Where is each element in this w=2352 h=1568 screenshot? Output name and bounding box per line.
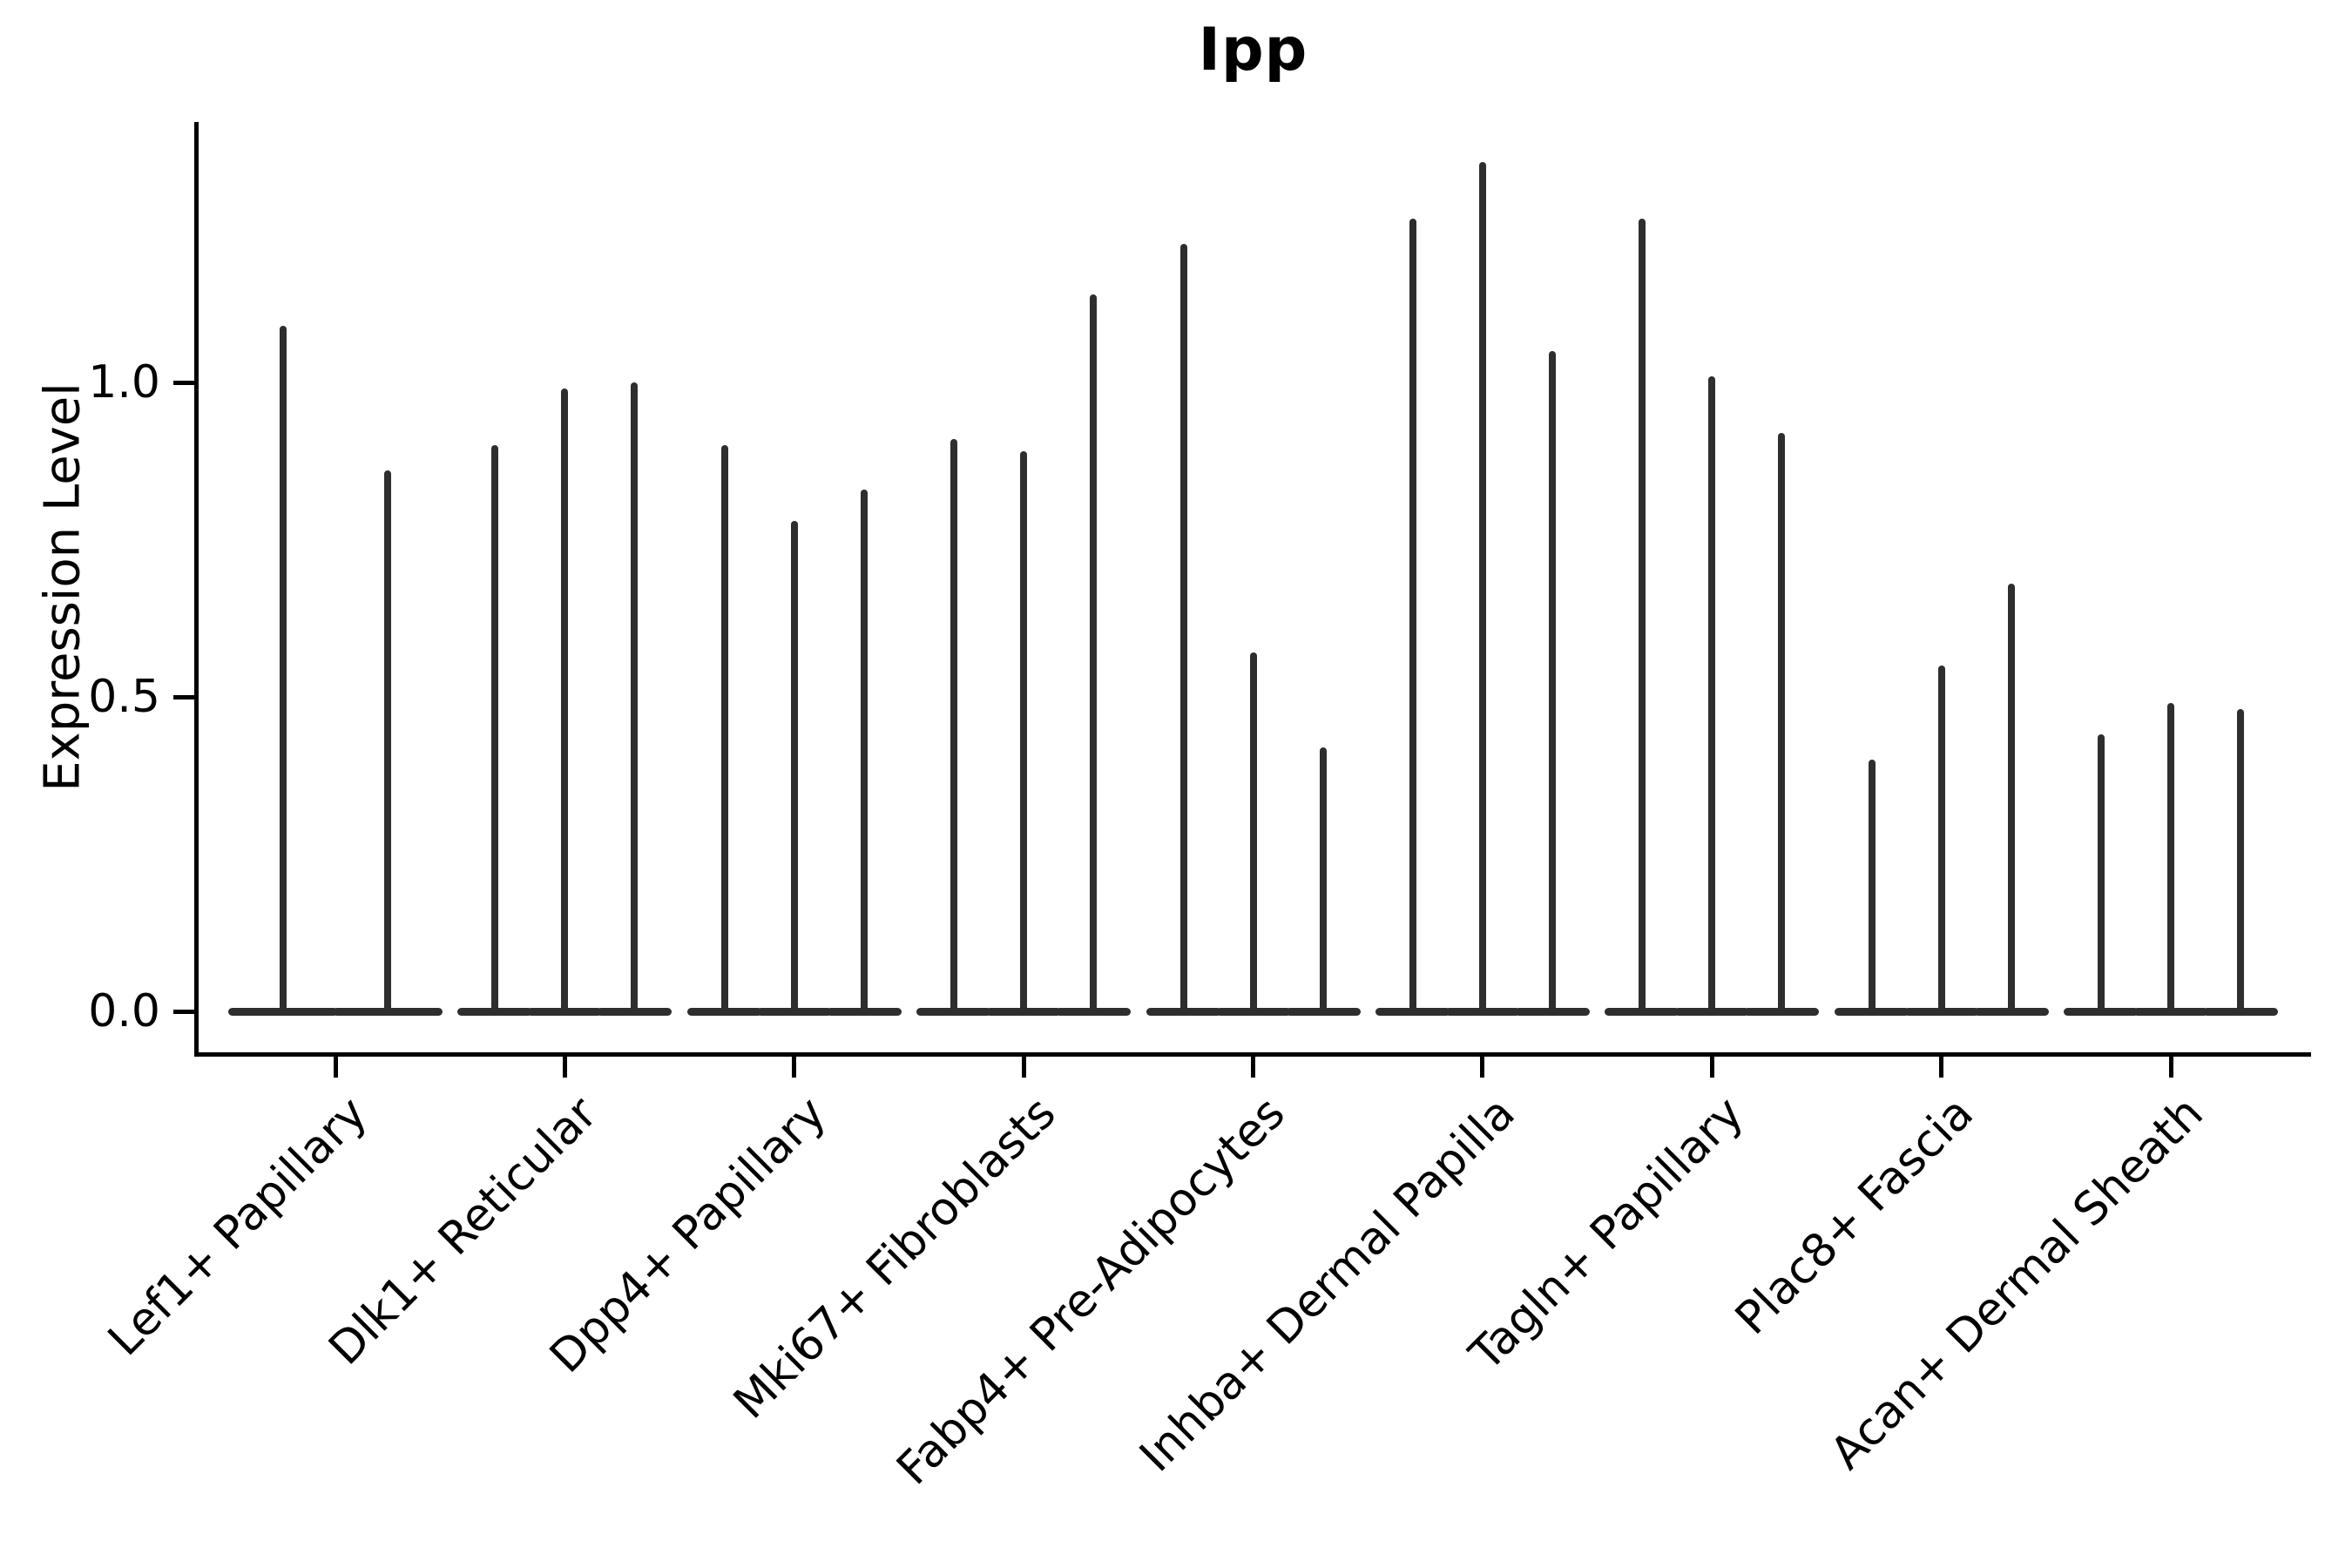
violin-base <box>916 1007 992 1016</box>
violin-spike <box>1778 432 1786 1011</box>
violin-spike <box>1090 294 1098 1011</box>
x-axis-tick <box>1939 1057 1944 1078</box>
violin-spike <box>1548 350 1556 1011</box>
violin-base <box>1744 1007 1820 1016</box>
violin-base <box>826 1007 902 1016</box>
y-axis-tick <box>173 694 194 700</box>
violin-spike <box>1639 219 1646 1011</box>
violin-base <box>1834 1007 1909 1016</box>
y-tick-label: 1.0 <box>88 356 160 409</box>
x-tick-label: Plac8+ Fascia <box>1726 1087 1984 1345</box>
violin-spike <box>2007 584 2015 1011</box>
violin-spike <box>631 382 639 1011</box>
violin-spike <box>384 470 391 1011</box>
violin-base <box>333 1007 443 1016</box>
y-axis-spine <box>194 122 199 1057</box>
violin-base <box>1444 1007 1520 1016</box>
x-tick-label: Acan+ Dermal Sheath <box>1820 1087 2213 1480</box>
x-tick-label: Fabp4+ Pre-Adipocytes <box>887 1087 1295 1496</box>
x-axis-tick <box>333 1057 338 1078</box>
violin-base <box>1973 1007 2049 1016</box>
violin-spike <box>1409 219 1416 1011</box>
violin-base <box>686 1007 762 1016</box>
violin-spike <box>1179 244 1187 1011</box>
violin-spike <box>491 445 499 1011</box>
y-axis-tick <box>173 380 194 385</box>
violin-base <box>2133 1007 2208 1016</box>
violin-spike <box>1020 451 1028 1011</box>
y-tick-label: 0.5 <box>88 671 160 723</box>
x-axis-tick <box>1709 1057 1714 1078</box>
violin-spike <box>2167 703 2174 1011</box>
violin-base <box>1146 1007 1221 1016</box>
violin-base <box>1375 1007 1450 1016</box>
violin-spike <box>790 520 798 1011</box>
x-axis-spine <box>194 1052 2311 1057</box>
violin-spike <box>1319 747 1327 1011</box>
violin-base <box>2203 1007 2278 1016</box>
chart-title: Ipp <box>1198 16 1308 84</box>
violin-base <box>228 1007 338 1016</box>
violin-base <box>986 1007 1062 1016</box>
violin-spike <box>950 438 958 1011</box>
violin-spike <box>720 445 728 1011</box>
violin-base <box>1285 1007 1361 1016</box>
violin-spike <box>280 326 287 1011</box>
violin-spike <box>1937 665 1945 1011</box>
violin-base <box>2064 1007 2139 1016</box>
y-tick-label: 0.0 <box>88 985 160 1037</box>
y-axis-tick <box>173 1009 194 1014</box>
violin-spike <box>2098 734 2105 1011</box>
violin-spike <box>1478 162 1486 1011</box>
violin-spike <box>561 389 569 1011</box>
violin-base <box>1056 1007 1132 1016</box>
violin-base <box>1215 1007 1291 1016</box>
violin-spike <box>1249 652 1257 1011</box>
violin-base <box>1903 1007 1979 1016</box>
violin-spike <box>1868 760 1876 1011</box>
x-axis-tick <box>2168 1057 2173 1078</box>
violin-base <box>756 1007 832 1016</box>
violin-base <box>527 1007 603 1016</box>
x-axis-tick <box>1480 1057 1485 1078</box>
violin-spike <box>2237 709 2244 1011</box>
x-axis-tick <box>1021 1057 1026 1078</box>
violin-spike <box>1708 375 1716 1011</box>
x-axis-tick <box>562 1057 567 1078</box>
y-axis-label: Expression Level <box>34 382 91 792</box>
violin-spike <box>860 489 868 1011</box>
violin-base <box>1514 1007 1590 1016</box>
x-axis-tick <box>1251 1057 1255 1078</box>
violin-base <box>1605 1007 1680 1016</box>
x-axis-tick <box>792 1057 797 1078</box>
violin-base <box>457 1007 533 1016</box>
x-tick-label: Inhba+ Dermal Papilla <box>1129 1087 1525 1483</box>
violin-base <box>1674 1007 1750 1016</box>
violin-base <box>597 1007 672 1016</box>
